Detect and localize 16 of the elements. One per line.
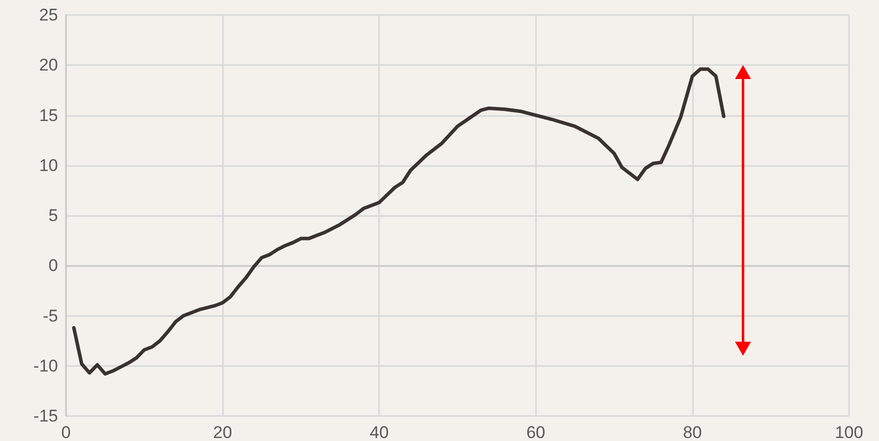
x-tick-label: 80	[682, 423, 702, 441]
x-tick-label: 0	[61, 423, 71, 441]
y-tick-label: 0	[48, 256, 58, 276]
x-tick-label: 100	[834, 423, 864, 441]
y-tick-label: -15	[33, 406, 58, 426]
x-tick-label: 40	[370, 423, 389, 441]
y-tick-label: 5	[48, 206, 58, 225]
x-tick-label: 60	[526, 423, 546, 441]
y-tick-label: -5	[42, 306, 58, 326]
y-tick-label: 10	[39, 156, 58, 175]
y-tick-label: 25	[39, 6, 58, 24]
y-tick-label: -10	[33, 356, 58, 376]
x-tick-label: 20	[213, 423, 232, 441]
y-tick-label: 20	[39, 56, 58, 75]
y-tick-label: 15	[39, 106, 58, 125]
line-series	[72, 67, 726, 376]
